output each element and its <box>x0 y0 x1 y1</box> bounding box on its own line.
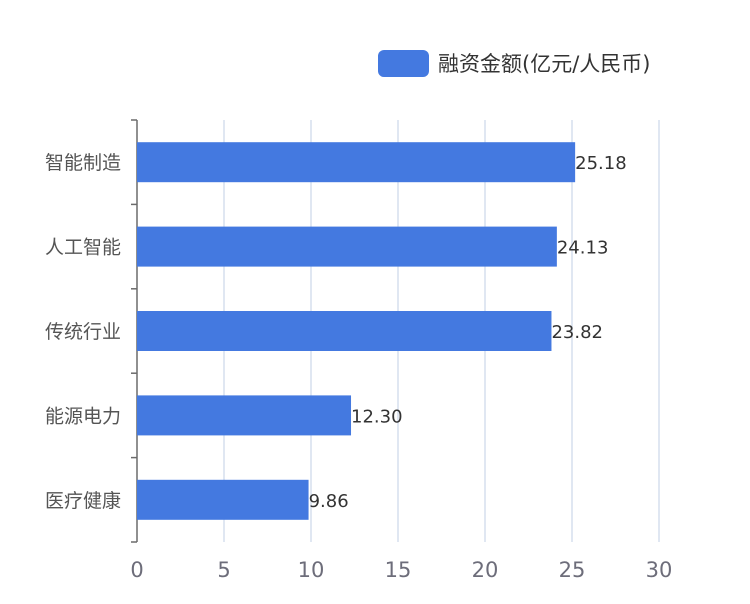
legend-label[interactable]: 融资金额(亿元/人民币) <box>438 52 650 76</box>
bar[interactable] <box>137 311 552 351</box>
bar[interactable] <box>137 479 309 520</box>
bars <box>137 142 576 520</box>
axes <box>131 119 138 543</box>
x-tick-label: 25 <box>559 558 586 582</box>
bar-value-label: 12.30 <box>351 406 403 427</box>
x-tick-label: 20 <box>472 558 499 582</box>
y-category-label: 智能制造 <box>45 152 121 174</box>
bar-value-label: 25.18 <box>575 153 627 174</box>
x-tick-label: 0 <box>130 558 143 582</box>
y-category-label: 人工智能 <box>45 237 121 259</box>
labels: 0 5 10 15 20 25 30 智能制造 25.18 人工智能 24.13 传统行业 23.82 能… <box>45 152 672 582</box>
bar[interactable] <box>137 395 352 436</box>
y-category-label: 传统行业 <box>45 321 121 343</box>
bar-value-label: 24.13 <box>557 238 609 259</box>
bar-value-label: 23.82 <box>551 322 603 343</box>
y-category-label: 医疗健康 <box>45 490 121 512</box>
legend[interactable]: 融资金额(亿元/人民币) <box>378 50 650 77</box>
x-tick-label: 10 <box>298 558 325 582</box>
x-tick-label: 15 <box>385 558 412 582</box>
bar[interactable] <box>137 142 576 183</box>
legend-swatch[interactable] <box>378 50 429 77</box>
bar[interactable] <box>137 226 557 267</box>
y-category-label: 能源电力 <box>45 405 121 427</box>
x-tick-label: 30 <box>646 558 673 582</box>
x-tick-label: 5 <box>217 558 230 582</box>
bar-value-label: 9.86 <box>309 491 349 512</box>
